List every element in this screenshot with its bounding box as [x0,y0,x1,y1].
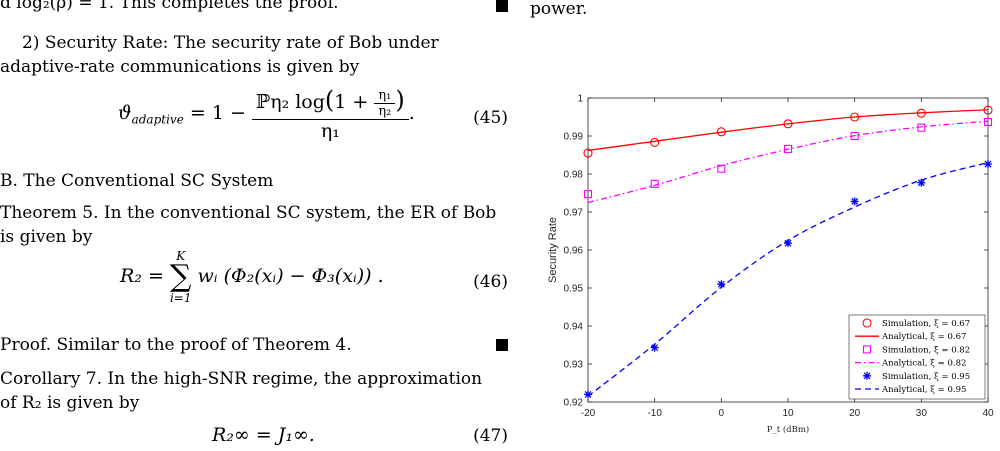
eq45-lhs-sub: adaptive [131,112,184,127]
theorem5-line1: Theorem 5. In the conventional SC system… [0,203,497,223]
data-point-4-6 [984,160,992,169]
eq45-number: (45) [473,108,508,128]
x-tick-label: -20 [581,408,596,419]
y-tick-label: 0.98 [564,170,584,181]
x-tick-label: 0 [719,408,725,419]
x-tick-label: 20 [849,408,861,419]
eq45-numerator: ℙη₂ log [255,91,325,113]
x-tick-label: 30 [916,408,928,419]
y-tick-label: 1 [577,94,583,105]
y-tick-label: 0.95 [564,284,584,295]
equation-46: R₂ = K ∑ i=1 wᵢ (Φ₂(xᵢ) − Φ₃(xᵢ)) . [120,250,384,304]
data-point-0-3 [783,119,793,129]
y-tick-label: 0.97 [564,208,584,219]
data-point-0-4 [850,112,860,122]
eq46-sum-top: K [176,249,186,263]
legend-label-1: Analytical, ξ = 0.67 [881,332,966,342]
y-tick-label: 0.93 [564,360,584,371]
security-rate-chart: -20 -10 0 10 20 30 40 0.92 0.93 0.94 0.95 0.96 0.97 0… [547,94,994,436]
qed-marker-2 [496,339,508,351]
data-point-4-5 [917,178,926,187]
proof-end-text: d log₂(ρ) = 1. This completes the proof. [0,0,339,13]
legend-label-5: Analytical, ξ = 0.95 [881,385,966,395]
eq46-number: (46) [473,272,508,292]
legend-label-3: Analytical, ξ = 0.82 [881,359,966,369]
series-line-1 [587,109,989,152]
data-point-0-6 [983,105,993,115]
x-tick-label: 40 [982,408,994,419]
eq45-fraction: ℙη₂ log(1 + η₁ η₂) η₁ [251,86,409,142]
equation-47: R₂∞ = J₁∞. [212,424,315,446]
legend-label-4: Simulation, ξ = 0.95 [882,372,970,382]
eq45-denominator: η₁ [320,119,340,142]
data-point-2-1 [650,179,659,188]
legend-box [848,314,986,400]
series-line-3 [587,120,989,204]
data-point-2-3 [783,144,793,153]
data-point-2-0 [583,190,593,199]
data-point-2-2 [717,164,726,173]
theorem5-line2: is given by [0,227,93,247]
legend-label-0: Simulation, ξ = 0.67 [882,319,970,329]
eq46-sum-bottom: i=1 [169,291,192,305]
y-axis-label: Security Rate [547,217,559,283]
right-top-text: power. [530,0,588,19]
data-point-0-5 [916,108,926,118]
eq46-body: wᵢ (Φ₂(xᵢ) − Φ₃(xᵢ)) . [197,265,384,287]
y-tick-label: 0.96 [564,246,584,257]
data-point-4-0 [584,390,592,399]
eq45-inner-num: η₁ [374,88,396,104]
y-tick-label: 0.92 [564,398,584,409]
security-rate-line2: adaptive-rate communications is given by [0,57,360,77]
data-point-2-4 [850,131,859,141]
qed-marker [496,0,508,12]
security-rate-heading: 2) Security Rate: The security rate of B… [22,33,439,53]
data-point-0-1 [650,137,660,148]
y-tick-label: 0.94 [564,322,584,333]
data-point-4-1 [650,343,659,352]
corollary7-line1: Corollary 7. In the high-SNR regime, the… [0,369,483,389]
data-point-0-2 [716,127,726,137]
data-point-0-0 [583,148,593,158]
data-point-2-6 [983,117,993,126]
equation-45: ϑadaptive = 1 − ℙη₂ log(1 + η₁ η₂) η₁ . [118,86,415,142]
right-column: power. -20 -10 0 10 20 30 40 0.92 0.93 0.94 0.95 0.… [530,0,1000,451]
eq45-lhs: ϑ [118,101,132,124]
x-tick-label: 10 [782,408,794,419]
corollary7-line2: of R₂ is given by [0,393,140,413]
eq47-number: (47) [473,426,508,446]
x-axis-label: P_t (dBm) [767,424,809,435]
data-point-4-4 [850,197,859,206]
section-b-heading: B. The Conventional SC System [0,171,274,191]
eq46-sum: K ∑ i=1 [169,249,192,305]
eq46-lhs: R₂ = [120,265,164,287]
legend-label-2: Simulation, ξ = 0.82 [882,345,970,355]
eq45-inner-den: η₂ [378,103,392,119]
data-point-4-2 [717,280,726,289]
legend-marker-4 [863,371,871,380]
data-point-2-5 [917,123,926,132]
y-tick-label: 0.99 [564,132,584,143]
x-tick-label: -10 [647,408,662,419]
legend-marker-2 [862,345,872,354]
proof-similar-text: Proof. Similar to the proof of Theorem 4… [0,335,352,355]
legend-marker-0 [862,318,872,328]
data-point-4-3 [784,239,792,248]
left-column: d log₂(ρ) = 1. This completes the proof.… [0,0,508,446]
